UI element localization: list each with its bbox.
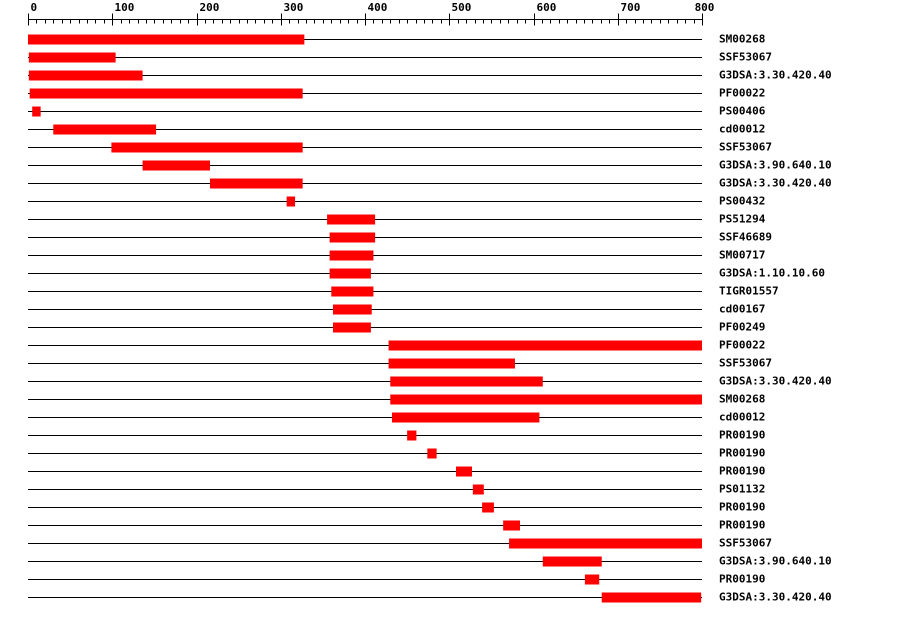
domain-bar [388, 340, 702, 351]
row-label: G3DSA:3.30.420.40 [719, 375, 832, 388]
domain-bar [331, 286, 374, 297]
domain-bar [32, 106, 41, 117]
domain-bar [509, 538, 702, 549]
row-label: PR00190 [719, 573, 765, 586]
domain-bar [28, 52, 116, 63]
domain-bar [111, 142, 303, 153]
domain-bar [391, 412, 540, 423]
row-label: cd00167 [719, 303, 765, 316]
domain-bar [503, 520, 521, 531]
domain-bar [29, 88, 303, 99]
row-label: SSF53067 [719, 357, 772, 370]
domain-bar [142, 160, 210, 171]
row-label: cd00012 [719, 411, 765, 424]
domain-bar [427, 448, 437, 459]
domain-bar [28, 70, 143, 81]
row-label: PF00022 [719, 87, 765, 100]
row-label: G3DSA:1.10.10.60 [719, 267, 825, 280]
domain-bar [329, 250, 374, 261]
row-label: G3DSA:3.90.640.10 [719, 555, 832, 568]
x-tick-label: 100 [115, 1, 135, 14]
domain-bar [455, 466, 472, 477]
row-label: G3DSA:3.30.420.40 [719, 591, 832, 604]
domain-bar [53, 124, 157, 135]
x-tick-label: 0 [31, 1, 38, 14]
domain-bar [286, 196, 296, 207]
x-tick-label: 400 [368, 1, 388, 14]
domain-bar [472, 484, 484, 495]
domain-bar [327, 214, 376, 225]
domain-bar [332, 304, 372, 315]
row-label: G3DSA:3.30.420.40 [719, 177, 832, 190]
row-label: G3DSA:3.90.640.10 [719, 159, 832, 172]
row-label: PR00190 [719, 465, 765, 478]
row-label: SM00268 [719, 33, 765, 46]
domain-bar [28, 34, 305, 45]
domain-bar [388, 358, 515, 369]
x-tick-label: 300 [284, 1, 304, 14]
row-label: SM00268 [719, 393, 765, 406]
domain-bar [329, 268, 371, 279]
row-label: SSF53067 [719, 141, 772, 154]
domain-bar [390, 394, 702, 405]
domain-bar [209, 178, 303, 189]
row-label: PR00190 [719, 519, 765, 532]
domain-bar [601, 592, 702, 603]
row-label: PR00190 [719, 501, 765, 514]
row-label: SSF46689 [719, 231, 772, 244]
x-tick-label: 800 [695, 1, 715, 14]
row-label: PS00432 [719, 195, 765, 208]
row-label: cd00012 [719, 123, 765, 136]
row-label: SSF53067 [719, 537, 772, 550]
domain-bar [542, 556, 602, 567]
x-tick-label: 600 [537, 1, 557, 14]
domain-bar [407, 430, 417, 441]
row-label: PS51294 [719, 213, 766, 226]
row-label: SM00717 [719, 249, 765, 262]
row-label: TIGR01557 [719, 285, 779, 298]
row-label: PR00190 [719, 429, 765, 442]
row-label: G3DSA:3.30.420.40 [719, 69, 832, 82]
domain-bar [584, 574, 600, 585]
row-label: SSF53067 [719, 51, 772, 64]
domain-bar [329, 232, 376, 243]
x-tick-label: 200 [200, 1, 220, 14]
row-label: PF00249 [719, 321, 765, 334]
row-label: PR00190 [719, 447, 765, 460]
row-label: PS01132 [719, 483, 765, 496]
row-label: PS00406 [719, 105, 766, 118]
x-tick-label: 500 [452, 1, 472, 14]
row-label: PF00022 [719, 339, 765, 352]
domain-bar [390, 376, 543, 387]
x-tick-label: 700 [621, 1, 641, 14]
domain-bar [482, 502, 494, 513]
domain-bar [332, 322, 371, 333]
